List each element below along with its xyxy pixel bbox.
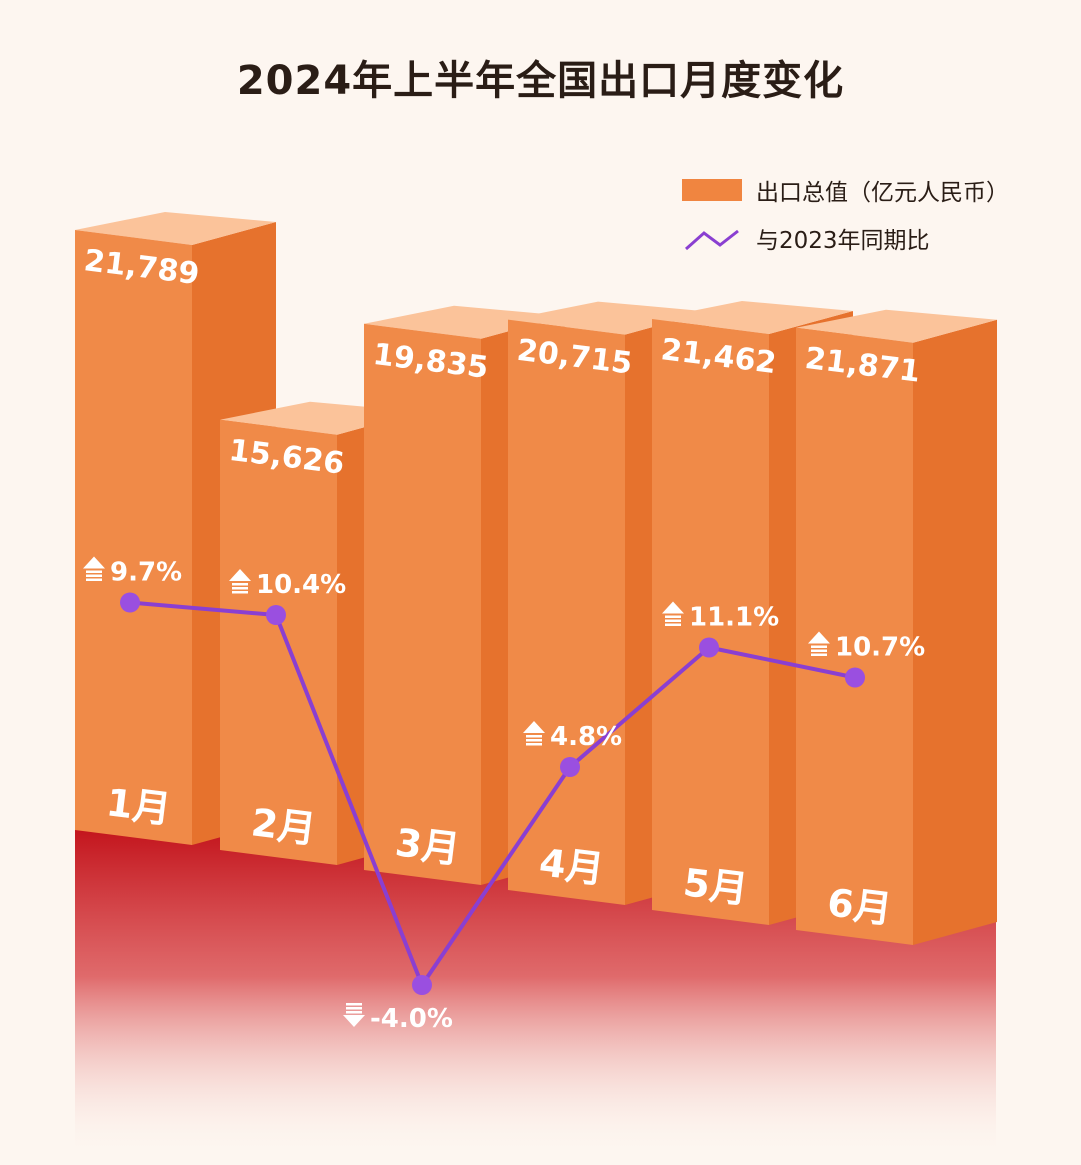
- arrow-up-icon: [83, 556, 105, 581]
- arrow-down-icon: [343, 1003, 365, 1027]
- yoy-point: [412, 975, 432, 995]
- yoy-label: -4.0%: [370, 1004, 453, 1034]
- arrow-bar: [526, 735, 542, 738]
- month-label: 1月: [104, 780, 173, 832]
- yoy-point: [120, 592, 140, 613]
- arrow-head: [83, 556, 105, 569]
- arrow-bar: [346, 1003, 362, 1006]
- bar-front: [364, 323, 481, 885]
- yoy-label: 10.4%: [256, 570, 346, 600]
- arrow-bar: [346, 1011, 362, 1014]
- arrow-head: [229, 569, 251, 581]
- yoy-point: [845, 667, 865, 688]
- bar-side: [913, 319, 997, 946]
- bar-front: [652, 319, 769, 926]
- arrow-up-icon: [523, 721, 545, 746]
- arrow-bar: [811, 649, 827, 652]
- legend-item-line: 与2023年同期比: [682, 214, 1009, 262]
- legend: 出口总值（亿元人民币） 与2023年同期比: [682, 166, 1009, 262]
- arrow-bar: [232, 583, 248, 586]
- yoy-label: 9.7%: [110, 558, 182, 588]
- yoy-point: [560, 757, 580, 777]
- arrow-bar: [526, 739, 542, 742]
- arrow-bar: [665, 623, 681, 626]
- arrow-bar: [526, 743, 542, 746]
- bar-front: [220, 419, 337, 865]
- arrow-head: [523, 721, 545, 733]
- arrow-bar: [811, 645, 827, 648]
- arrow-bar: [86, 570, 102, 573]
- arrow-bar: [232, 591, 248, 594]
- arrow-bar: [665, 615, 681, 618]
- arrow-up-icon: [662, 601, 684, 626]
- month-label: 4月: [537, 840, 606, 892]
- arrow-bar: [86, 578, 102, 581]
- arrow-head: [662, 601, 684, 614]
- arrow-bar: [86, 574, 102, 577]
- yoy-point: [699, 637, 719, 658]
- arrow-up-icon: [229, 569, 251, 594]
- bar-front: [75, 230, 192, 845]
- legend-line-icon: [685, 229, 739, 251]
- legend-item-bar: 出口总值（亿元人民币）: [682, 166, 1009, 214]
- chart-title: 2024年上半年全国出口月度变化: [236, 58, 845, 104]
- legend-bar-swatch: [682, 179, 742, 201]
- bar-top: [75, 212, 276, 245]
- bar-top: [364, 305, 565, 339]
- arrow-bar: [811, 653, 827, 656]
- month-label: 2月: [249, 800, 318, 852]
- legend-line-label: 与2023年同期比: [756, 228, 930, 254]
- bar-front: [796, 327, 913, 946]
- legend-bar-label: 出口总值（亿元人民币）: [756, 180, 1009, 206]
- yoy-point: [266, 605, 286, 625]
- yoy-line: [129, 600, 856, 987]
- month-label: 6月: [825, 880, 894, 932]
- bar-top: [796, 309, 997, 343]
- arrow-up-icon: [808, 631, 830, 656]
- arrow-head: [343, 1015, 365, 1027]
- yoy-label: 4.8%: [550, 722, 622, 752]
- month-label: 3月: [393, 820, 462, 872]
- yoy-label: 10.7%: [835, 633, 925, 663]
- arrow-bar: [346, 1007, 362, 1010]
- arrow-bar: [665, 619, 681, 622]
- bar-front: [508, 319, 625, 905]
- month-label: 5月: [681, 860, 750, 912]
- bar-top: [652, 301, 853, 335]
- yoy-label: 11.1%: [689, 603, 779, 633]
- arrow-head: [808, 631, 830, 644]
- bar-top: [508, 301, 709, 335]
- arrow-bar: [232, 587, 248, 590]
